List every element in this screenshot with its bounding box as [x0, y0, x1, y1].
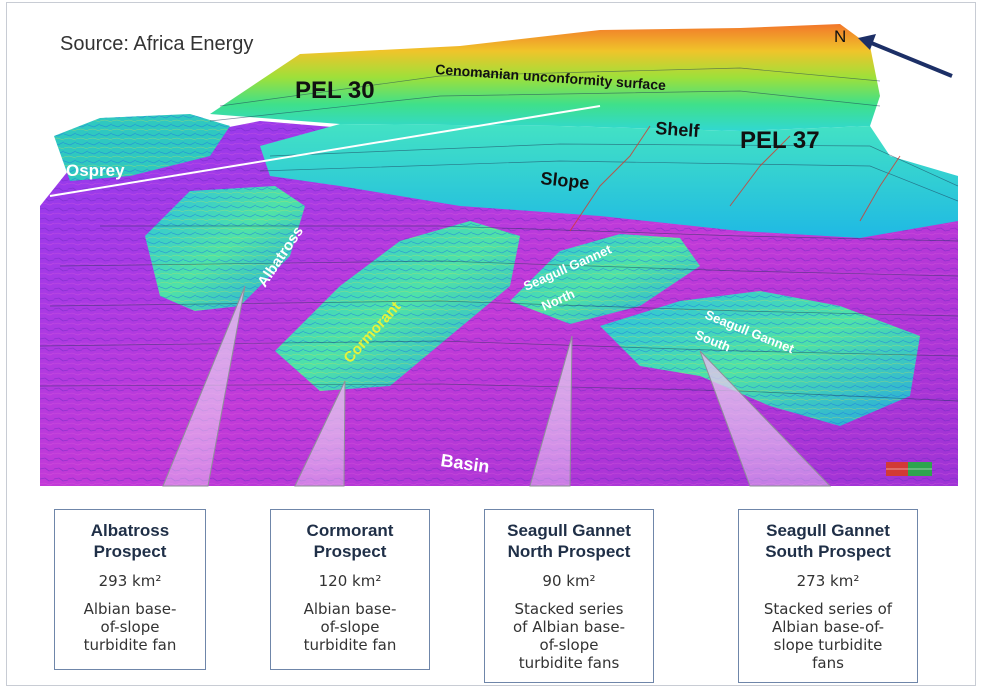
card-desc-line: of-slope	[320, 618, 380, 636]
card-description: Stacked series of Albian base- of-slope …	[485, 600, 653, 672]
card-desc-line: Stacked series	[514, 600, 624, 618]
card-desc-line: fans	[812, 654, 844, 672]
seismic-map: N PEL 30 PEL 37 Cenomanian unconformity …	[40, 6, 958, 490]
card-area: 293 km²	[98, 572, 162, 590]
card-area: 90 km²	[542, 572, 596, 590]
card-title-line2: Prospect	[93, 542, 167, 561]
source-caption: Source: Africa Energy	[60, 33, 254, 55]
card-title-line1: Cormorant	[306, 521, 394, 540]
seismic-map-svg: N PEL 30 PEL 37 Cenomanian unconformity …	[40, 24, 958, 487]
card-title-line2: North Prospect	[507, 542, 631, 561]
pel37-label: PEL 37	[740, 127, 820, 154]
card-title-line2: Prospect	[313, 542, 387, 561]
albatross-prospect-card: Albatross Prospect 293 km² Albian base- …	[54, 509, 206, 670]
card-desc-line: of-slope	[539, 636, 599, 654]
card-desc-line: Albian base-	[303, 600, 397, 618]
card-title-line1: Albatross	[90, 521, 170, 540]
card-desc-line: of Albian base-	[513, 618, 625, 636]
north-label: N	[834, 27, 846, 46]
card-desc-line: of-slope	[100, 618, 160, 636]
card-title-line2: South Prospect	[765, 542, 891, 561]
sgn-callout	[529, 335, 573, 487]
card-desc-line: turbidite fans	[518, 654, 620, 672]
card-desc-line: slope turbidite	[773, 636, 883, 654]
seagull-gannet-south-prospect-card: Seagull Gannet South Prospect 273 km² St…	[738, 509, 918, 683]
card-desc-line: turbidite fan	[83, 636, 177, 654]
pel30-label: PEL 30	[295, 77, 375, 104]
card-desc-line: turbidite fan	[303, 636, 397, 654]
card-desc-line: Albian base-of-	[771, 618, 885, 636]
card-title-line1: Seagull Gannet	[766, 521, 890, 540]
card-desc-line: Albian base-	[83, 600, 177, 618]
osprey-label: Osprey	[66, 161, 125, 180]
north-arrow-icon	[863, 38, 953, 78]
card-area: 273 km²	[796, 572, 860, 590]
seagull-gannet-north-prospect-card: Seagull Gannet North Prospect 90 km² Sta…	[484, 509, 654, 683]
card-description: Stacked series of Albian base-of- slope …	[739, 600, 917, 672]
card-title-line1: Seagull Gannet	[507, 521, 631, 540]
cormorant-prospect-card: Cormorant Prospect 120 km² Albian base- …	[270, 509, 430, 670]
cormorant-callout	[294, 380, 346, 487]
card-description: Albian base- of-slope turbidite fan	[55, 600, 205, 654]
shelf-label: Shelf	[655, 118, 701, 141]
card-desc-line: Stacked series of	[763, 600, 893, 618]
albatross-callout	[162, 285, 246, 487]
card-area: 120 km²	[318, 572, 382, 590]
sgs-callout	[699, 350, 832, 487]
card-description: Albian base- of-slope turbidite fan	[271, 600, 429, 654]
